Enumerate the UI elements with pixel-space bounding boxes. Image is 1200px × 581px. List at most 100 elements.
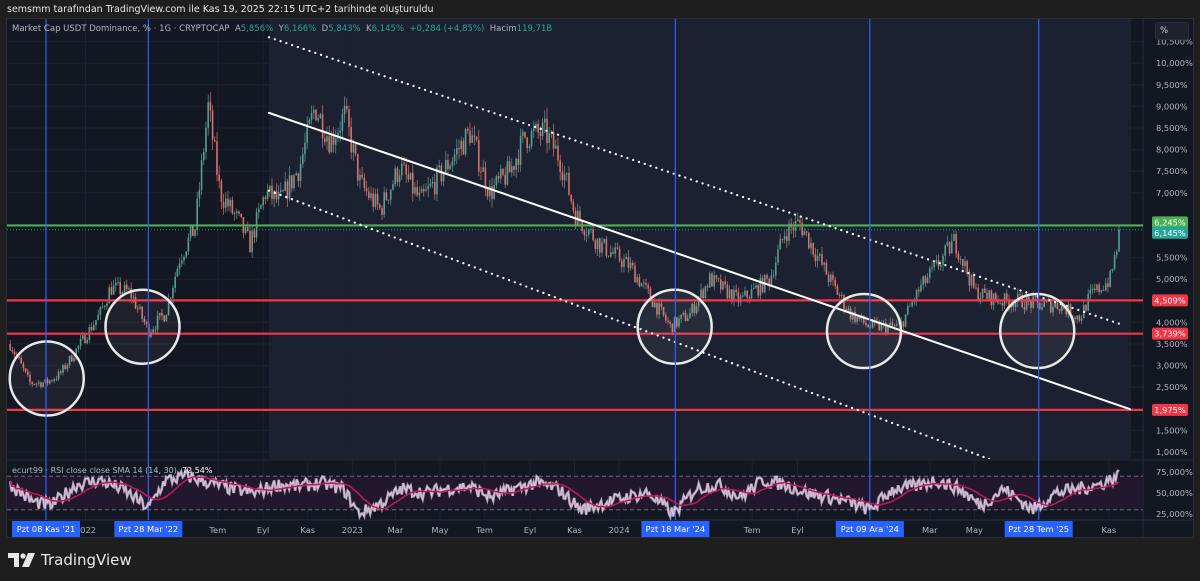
candle bbox=[682, 312, 685, 315]
candle bbox=[887, 325, 889, 333]
candle bbox=[493, 185, 495, 199]
candle bbox=[167, 298, 170, 315]
candle bbox=[359, 174, 361, 181]
candle bbox=[541, 122, 544, 137]
candle bbox=[1109, 271, 1111, 287]
candle bbox=[1078, 315, 1081, 321]
candle bbox=[524, 131, 526, 138]
candle bbox=[385, 192, 388, 200]
candle bbox=[20, 357, 22, 364]
candle bbox=[766, 274, 768, 279]
candle bbox=[695, 306, 698, 314]
candle bbox=[781, 238, 784, 240]
price-tick-label: 5,500% bbox=[1156, 253, 1188, 263]
candle bbox=[68, 355, 71, 365]
candle bbox=[354, 144, 357, 155]
candle bbox=[343, 106, 346, 115]
candle bbox=[563, 174, 566, 181]
candle bbox=[125, 284, 128, 290]
candle bbox=[1093, 288, 1096, 291]
candle bbox=[29, 374, 31, 383]
candle bbox=[946, 242, 949, 246]
close-label: K bbox=[366, 24, 372, 34]
candle bbox=[1089, 290, 1092, 294]
candle bbox=[218, 174, 220, 182]
candle bbox=[180, 260, 183, 264]
rsi-title[interactable]: ecurt99 · RSI close close SMA 14 (14, 30… bbox=[12, 466, 177, 475]
candle bbox=[141, 306, 143, 319]
candle bbox=[229, 199, 231, 207]
candle bbox=[57, 371, 60, 379]
candle bbox=[238, 211, 240, 214]
candle bbox=[845, 309, 847, 311]
price-tick-label: 1,500% bbox=[1156, 425, 1188, 435]
candle bbox=[484, 167, 487, 190]
time-tick-label: Eyl bbox=[257, 525, 269, 535]
candle bbox=[726, 284, 729, 299]
candle bbox=[680, 314, 682, 319]
candle bbox=[249, 230, 251, 253]
candle bbox=[33, 384, 36, 385]
candle bbox=[396, 168, 399, 182]
candle bbox=[836, 285, 839, 295]
candle bbox=[387, 199, 390, 201]
candle bbox=[414, 187, 416, 194]
candle bbox=[207, 102, 209, 128]
close-value: 6,145% bbox=[371, 24, 405, 34]
date-marker-badge bbox=[114, 521, 183, 537]
candle bbox=[799, 219, 801, 223]
candle bbox=[447, 159, 449, 170]
trend-line-solid bbox=[267, 111, 1132, 411]
candle bbox=[961, 259, 964, 267]
candle bbox=[548, 133, 550, 143]
candle bbox=[275, 190, 278, 200]
symbol-legend: Market Cap USDT Dominance, % · 1G · CRYP… bbox=[12, 24, 552, 34]
candle bbox=[154, 329, 157, 331]
percent-scale-button[interactable]: % bbox=[1155, 22, 1189, 40]
candle bbox=[293, 175, 295, 189]
candle bbox=[702, 289, 704, 299]
candle bbox=[653, 302, 656, 308]
candle bbox=[330, 135, 333, 153]
time-tick-label: Mar bbox=[922, 525, 938, 535]
candle bbox=[856, 317, 858, 323]
candle bbox=[227, 198, 229, 207]
candle bbox=[158, 312, 161, 316]
candle bbox=[194, 229, 196, 236]
candle bbox=[326, 136, 328, 142]
trend-line-dotted bbox=[267, 189, 993, 459]
candle bbox=[783, 236, 786, 240]
symbol-name[interactable]: Market Cap USDT Dominance, % · 1G · CRYP… bbox=[12, 24, 230, 34]
candle bbox=[832, 274, 834, 280]
candle bbox=[317, 117, 319, 121]
candle bbox=[202, 152, 205, 161]
highlight-circle bbox=[8, 340, 85, 417]
time-tick-label: Kas bbox=[567, 525, 582, 535]
candle bbox=[746, 290, 748, 298]
candle bbox=[713, 275, 715, 287]
candle bbox=[770, 275, 773, 286]
candle bbox=[801, 222, 803, 236]
candle bbox=[200, 160, 203, 190]
candle bbox=[174, 276, 176, 289]
candle bbox=[440, 165, 443, 182]
time-tick-label: Tem bbox=[475, 525, 493, 535]
candle bbox=[449, 165, 451, 170]
candle bbox=[407, 174, 410, 180]
candle bbox=[939, 265, 942, 267]
candle bbox=[1111, 269, 1114, 272]
open-value: 5,856% bbox=[240, 24, 274, 34]
candle bbox=[935, 260, 938, 263]
candle bbox=[361, 174, 363, 178]
candle bbox=[11, 350, 14, 352]
date-marker-label: Pzt 08 Kas '21 bbox=[17, 524, 76, 534]
candle bbox=[383, 192, 385, 215]
candle bbox=[711, 273, 713, 287]
candle bbox=[374, 193, 377, 207]
tradingview-logo[interactable]: TradingView bbox=[8, 551, 132, 569]
candle bbox=[568, 173, 570, 195]
candle bbox=[913, 301, 916, 303]
price-tick-label: 10,000% bbox=[1156, 58, 1193, 68]
candle bbox=[898, 323, 900, 325]
rsi-tick-label: 75,000% bbox=[1156, 467, 1193, 477]
